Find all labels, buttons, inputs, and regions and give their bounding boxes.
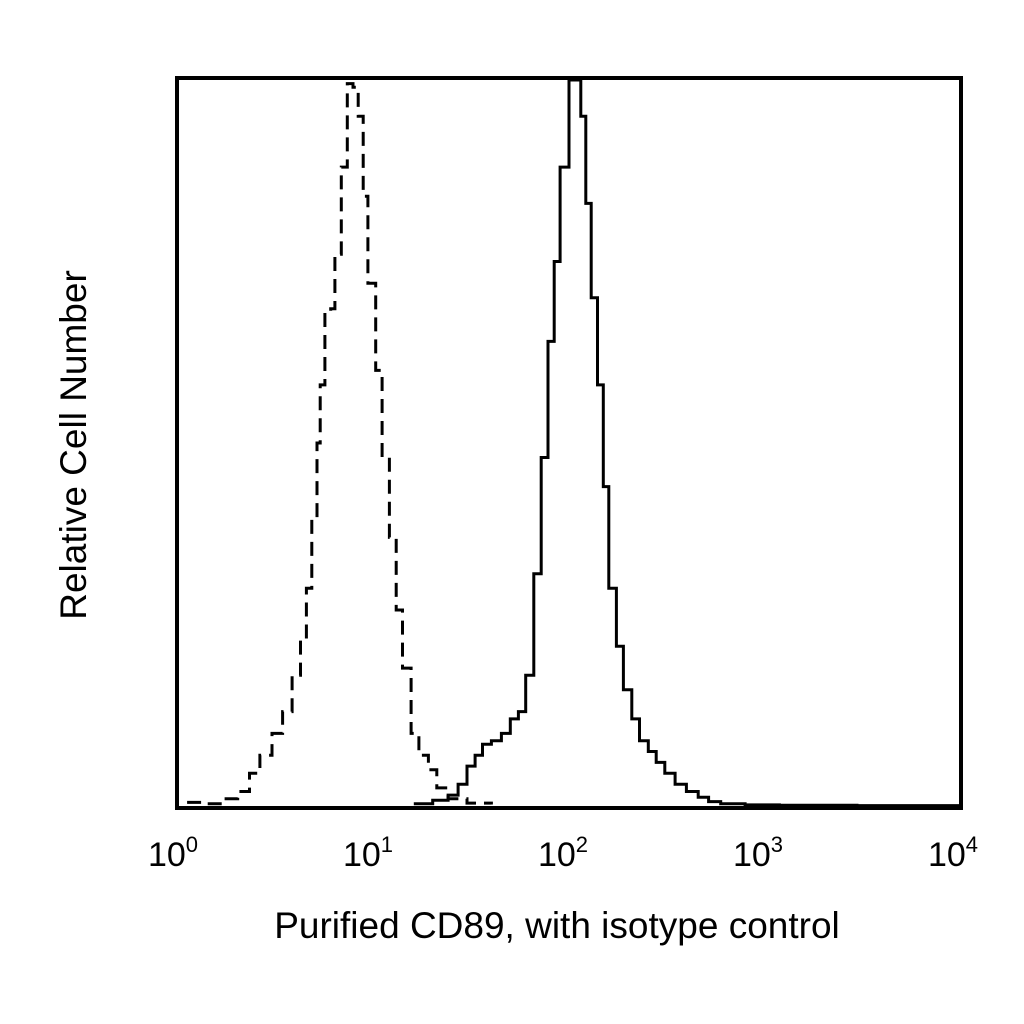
x-tick-label: 102 — [538, 832, 588, 874]
x-tick-label: 104 — [928, 832, 978, 874]
plot-frame — [175, 76, 963, 810]
histogram-series-solid — [413, 78, 961, 808]
x-tick-label: 100 — [148, 832, 198, 874]
x-tick-exponent: 0 — [186, 832, 198, 857]
x-tick-exponent: 1 — [381, 832, 393, 857]
x-tick-base: 10 — [733, 836, 771, 874]
x-tick-exponent: 3 — [771, 832, 783, 857]
x-tick-exponent: 2 — [576, 832, 588, 857]
x-tick-label: 101 — [343, 832, 393, 874]
x-tick-label: 103 — [733, 832, 783, 874]
y-axis-title: Relative Cell Number — [53, 270, 94, 620]
histogram-series-dashed — [187, 82, 493, 806]
x-tick-base: 10 — [343, 836, 381, 874]
x-tick-base: 10 — [538, 836, 576, 874]
x-tick-exponent: 4 — [966, 832, 978, 857]
x-tick-base: 10 — [148, 836, 186, 874]
x-tick-labels: 100 101 102 103 104 — [148, 832, 978, 874]
series-layer — [187, 78, 961, 808]
x-axis-title: Purified CD89, with isotype control — [274, 905, 840, 946]
x-tick-base: 10 — [928, 836, 966, 874]
